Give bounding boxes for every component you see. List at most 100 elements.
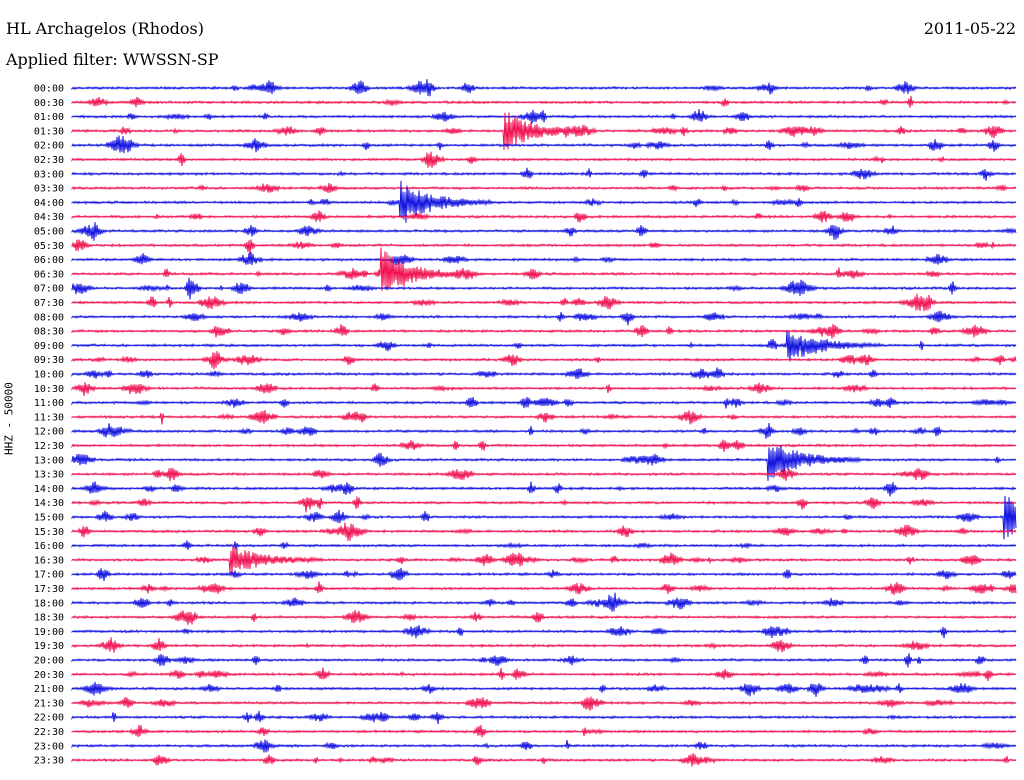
trace-line (71, 567, 1017, 581)
row-label: 11:00 (34, 398, 64, 409)
row-label: 12:00 (34, 427, 64, 438)
trace-line (71, 496, 1017, 513)
trace-line (71, 183, 1017, 193)
row-label: 14:30 (34, 498, 64, 509)
row-label: 09:00 (34, 341, 64, 352)
row-label: 02:30 (34, 155, 64, 166)
trace-line (71, 637, 1017, 653)
row-labels: 00:00 00:30 01:00 01:30 02:00 02:30 03:00 03:30… (34, 84, 64, 767)
row-label: 10:00 (34, 370, 64, 381)
row-label: 07:00 (34, 284, 64, 295)
trace-line (71, 239, 1017, 255)
trace-line (71, 109, 1017, 124)
row-label: 00:30 (34, 98, 64, 109)
row-label: 04:30 (34, 212, 64, 223)
trace-line (71, 180, 1017, 223)
row-label: 18:00 (34, 598, 64, 609)
row-label: 20:00 (34, 656, 64, 667)
trace-line (71, 522, 1017, 541)
row-label: 23:00 (34, 741, 64, 752)
row-label: 22:30 (34, 727, 64, 738)
seismic-traces (71, 79, 1017, 767)
trace-line (71, 495, 1017, 540)
trace-line (71, 592, 1017, 612)
trace-line (71, 331, 1017, 362)
trace-line (71, 439, 1017, 452)
row-label: 09:30 (34, 355, 64, 366)
date-label: 2011-05-22 (923, 19, 1016, 38)
trace-line (71, 409, 1017, 425)
filter-label: Applied filter: WWSSN-SP (6, 50, 219, 69)
trace-line (71, 293, 1017, 312)
trace-line (71, 724, 1017, 738)
trace-line (71, 667, 1017, 682)
row-label: 08:30 (34, 327, 64, 338)
row-label: 15:30 (34, 527, 64, 538)
trace-line (71, 739, 1017, 753)
row-label: 05:30 (34, 241, 64, 252)
trace-line (71, 445, 1017, 481)
trace-line (71, 710, 1017, 725)
trace-line (71, 422, 1017, 439)
row-label: 18:30 (34, 613, 64, 624)
row-label: 11:30 (34, 412, 64, 423)
row-label: 13:30 (34, 470, 64, 481)
row-label: 13:00 (34, 455, 64, 466)
station-title: HL Archagelos (Rhodos) (6, 19, 204, 38)
trace-line (71, 252, 1017, 266)
row-label: 06:00 (34, 255, 64, 266)
row-label: 07:30 (34, 298, 64, 309)
row-label: 16:00 (34, 541, 64, 552)
trace-line (71, 467, 1017, 482)
row-label: 12:30 (34, 441, 64, 452)
trace-line (71, 277, 1017, 300)
trace-line (71, 367, 1017, 380)
row-label: 08:00 (34, 312, 64, 323)
row-label: 00:00 (34, 84, 64, 95)
trace-line (71, 96, 1017, 108)
trace-line (71, 609, 1017, 625)
row-label: 02:00 (34, 141, 64, 152)
trace-line (71, 540, 1017, 551)
row-label: 05:00 (34, 227, 64, 238)
trace-line (71, 351, 1017, 370)
trace-line (71, 481, 1017, 497)
row-label: 14:00 (34, 484, 64, 495)
row-label: 15:00 (34, 513, 64, 524)
trace-line (71, 79, 1017, 97)
row-label: 21:00 (34, 684, 64, 695)
trace-line (71, 112, 1017, 150)
row-label: 21:30 (34, 698, 64, 709)
trace-line (71, 210, 1017, 223)
trace-line (71, 581, 1017, 596)
trace-line (71, 310, 1017, 326)
trace-line (71, 696, 1017, 711)
trace-line (71, 151, 1017, 168)
row-label: 19:00 (34, 627, 64, 638)
row-label: 06:30 (34, 269, 64, 280)
row-label: 01:30 (34, 126, 64, 137)
row-label: 04:00 (34, 198, 64, 209)
trace-line (71, 545, 1017, 574)
row-label: 16:30 (34, 555, 64, 566)
row-label: 17:30 (34, 584, 64, 595)
row-label: 01:00 (34, 112, 64, 123)
trace-line (71, 396, 1017, 409)
trace-line (71, 247, 1017, 292)
row-label: 22:00 (34, 713, 64, 724)
trace-line (71, 167, 1017, 181)
trace-line (71, 382, 1017, 396)
row-label: 03:30 (34, 184, 64, 195)
trace-line (71, 222, 1017, 241)
trace-line (71, 753, 1017, 767)
row-label: 19:30 (34, 641, 64, 652)
trace-line (71, 653, 1017, 668)
row-label: 03:00 (34, 169, 64, 180)
row-label: 23:30 (34, 756, 64, 767)
row-label: 17:00 (34, 570, 64, 581)
row-label: 20:30 (34, 670, 64, 681)
trace-line (71, 135, 1017, 154)
trace-line (71, 624, 1017, 639)
row-label: 10:30 (34, 384, 64, 395)
